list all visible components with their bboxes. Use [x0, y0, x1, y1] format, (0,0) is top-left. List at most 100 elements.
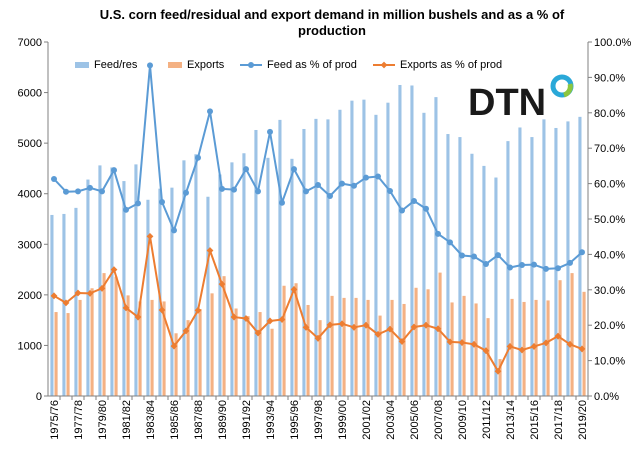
axes-layer: 0 1000 2000 3000 4000 5000 6000 7000 0.0% 10.0% 20… [18, 37, 632, 440]
bar-exports-2001-02 [366, 299, 370, 396]
bar-feed-res-2002-03 [374, 114, 378, 396]
bar-feed-res-2016-17 [542, 119, 546, 397]
point-feed-as-of-prod-2011-12 [483, 260, 489, 267]
bar-exports-2003-04 [390, 299, 394, 396]
bar-feed-res-2006-07 [422, 112, 426, 397]
point-exports-as-of-prod-1977-78 [74, 289, 82, 297]
point-feed-as-of-prod-2007-08 [435, 230, 441, 237]
bar-feed-res-1999-00 [338, 109, 342, 397]
x-tick-label: 2003/04 [385, 400, 397, 440]
chart-title-line-2: production [298, 23, 366, 38]
bar-feed-res-1998-99 [326, 119, 330, 397]
point-exports-as-of-prod-1992-93 [254, 329, 262, 337]
point-feed-as-of-prod-2002-03 [375, 173, 381, 180]
point-feed-as-of-prod-2016-17 [543, 265, 549, 272]
bar-exports-1990-91 [234, 308, 238, 396]
point-exports-as-of-prod-1976-77 [62, 299, 70, 307]
point-feed-as-of-prod-2019-20 [579, 249, 585, 256]
x-tick-label: 1993/94 [265, 400, 277, 440]
point-exports-as-of-prod-2006-07 [422, 321, 430, 329]
x-tick-label: 2009/10 [457, 400, 469, 440]
x-tick-label: 2001/02 [361, 400, 373, 440]
point-exports-as-of-prod-2007-08 [434, 325, 442, 333]
point-feed-as-of-prod-2009-10 [459, 252, 465, 259]
point-feed-as-of-prod-1983-84 [147, 62, 153, 69]
bar-feed-res-1990-91 [230, 162, 234, 396]
bar-exports-1986-87 [186, 320, 190, 396]
bar-exports-1978-79 [90, 288, 94, 396]
point-exports-as-of-prod-1984-85 [158, 306, 166, 314]
point-exports-as-of-prod-1994-95 [278, 316, 286, 323]
legend-label-feed-res: Feed/res [94, 59, 138, 71]
bar-exports-2011-12 [486, 318, 490, 396]
y-right-tick-label: 10.0% [594, 356, 625, 368]
point-feed-as-of-prod-2006-07 [423, 205, 429, 212]
point-feed-as-of-prod-2014-15 [519, 262, 525, 269]
point-exports-as-of-prod-2015-16 [530, 343, 538, 350]
point-feed-as-of-prod-2018-19 [567, 259, 573, 266]
y-left-tick-label: 7000 [18, 37, 42, 49]
bar-feed-res-1975-76 [50, 214, 54, 396]
y-left-tick-label: 0 [36, 391, 42, 403]
legend-label-exports: Exports [187, 59, 225, 71]
bar-feed-res-2011-12 [482, 165, 486, 396]
bar-exports-2007-08 [438, 272, 442, 396]
y-left-tick-label: 5000 [18, 138, 42, 150]
point-feed-as-of-prod-2017-18 [555, 265, 561, 272]
dtn-logo-ring-accent [562, 83, 573, 98]
point-exports-as-of-prod-1979-80 [98, 284, 106, 292]
bar-exports-1998-99 [330, 295, 334, 396]
point-exports-as-of-prod-1991-92 [242, 315, 250, 322]
point-exports-as-of-prod-2009-10 [458, 339, 466, 346]
bar-exports-2015-16 [534, 299, 538, 396]
bar-exports-2016-17 [546, 300, 550, 396]
bar-exports-1979-80 [102, 273, 106, 396]
bar-exports-1981-82 [126, 295, 130, 396]
point-exports-as-of-prod-2011-12 [482, 347, 490, 355]
point-feed-as-of-prod-1997-98 [315, 182, 321, 189]
point-exports-as-of-prod-1986-87 [182, 327, 190, 335]
x-tick-label: 1987/88 [193, 400, 205, 440]
bar-exports-1975-76 [54, 312, 58, 396]
point-feed-as-of-prod-1978-79 [87, 184, 93, 191]
legend-marker-exports-as-of-prod [380, 61, 388, 69]
bar-feed-res-1977-78 [74, 207, 78, 396]
x-tick-label: 1985/86 [169, 400, 181, 440]
point-exports-as-of-prod-1997-98 [314, 334, 322, 342]
bar-feed-res-1991-92 [242, 153, 246, 396]
point-feed-as-of-prod-1992-93 [255, 188, 261, 195]
y-right-tick-label: 50.0% [594, 214, 625, 226]
y-right-tick-label: 60.0% [594, 179, 625, 191]
y-right-tick-label: 30.0% [594, 285, 625, 297]
x-tick-label: 2007/08 [433, 400, 445, 440]
bar-feed-res-1988-89 [206, 196, 210, 396]
x-tick-label: 1977/78 [73, 400, 85, 440]
legend-label-feed-as-of-prod: Feed as % of prod [267, 59, 357, 71]
point-exports-as-of-prod-1989-90 [218, 280, 226, 288]
bar-exports-2005-06 [414, 287, 418, 396]
bar-feed-res-1997-98 [314, 118, 318, 397]
bar-feed-res-2000-01 [350, 100, 354, 396]
legend-swatch-exports [168, 62, 182, 68]
point-feed-as-of-prod-1981-82 [123, 206, 129, 213]
point-feed-as-of-prod-1982-83 [135, 200, 141, 207]
bar-feed-res-1982-83 [134, 164, 138, 396]
y-right-tick-label: 0.0% [594, 391, 619, 403]
y-left-tick-label: 3000 [18, 239, 42, 251]
point-exports-as-of-prod-1982-83 [134, 313, 142, 321]
point-feed-as-of-prod-2010-11 [471, 253, 477, 260]
bar-feed-res-2019-20 [578, 116, 582, 396]
y-left-tick-label: 1000 [18, 340, 42, 352]
y-right-tick-label: 20.0% [594, 320, 625, 332]
point-feed-as-of-prod-1985-86 [171, 227, 177, 234]
point-feed-as-of-prod-1977-78 [75, 188, 81, 195]
point-exports-as-of-prod-1998-99 [326, 321, 334, 329]
bar-exports-2010-11 [474, 303, 478, 396]
point-feed-as-of-prod-2001-02 [363, 174, 369, 181]
bar-exports-1997-98 [318, 320, 322, 396]
bar-exports-2008-09 [450, 302, 454, 396]
point-exports-as-of-prod-1980-81 [110, 266, 118, 274]
bar-feed-res-2017-18 [554, 127, 558, 396]
point-feed-as-of-prod-2012-13 [495, 252, 501, 259]
